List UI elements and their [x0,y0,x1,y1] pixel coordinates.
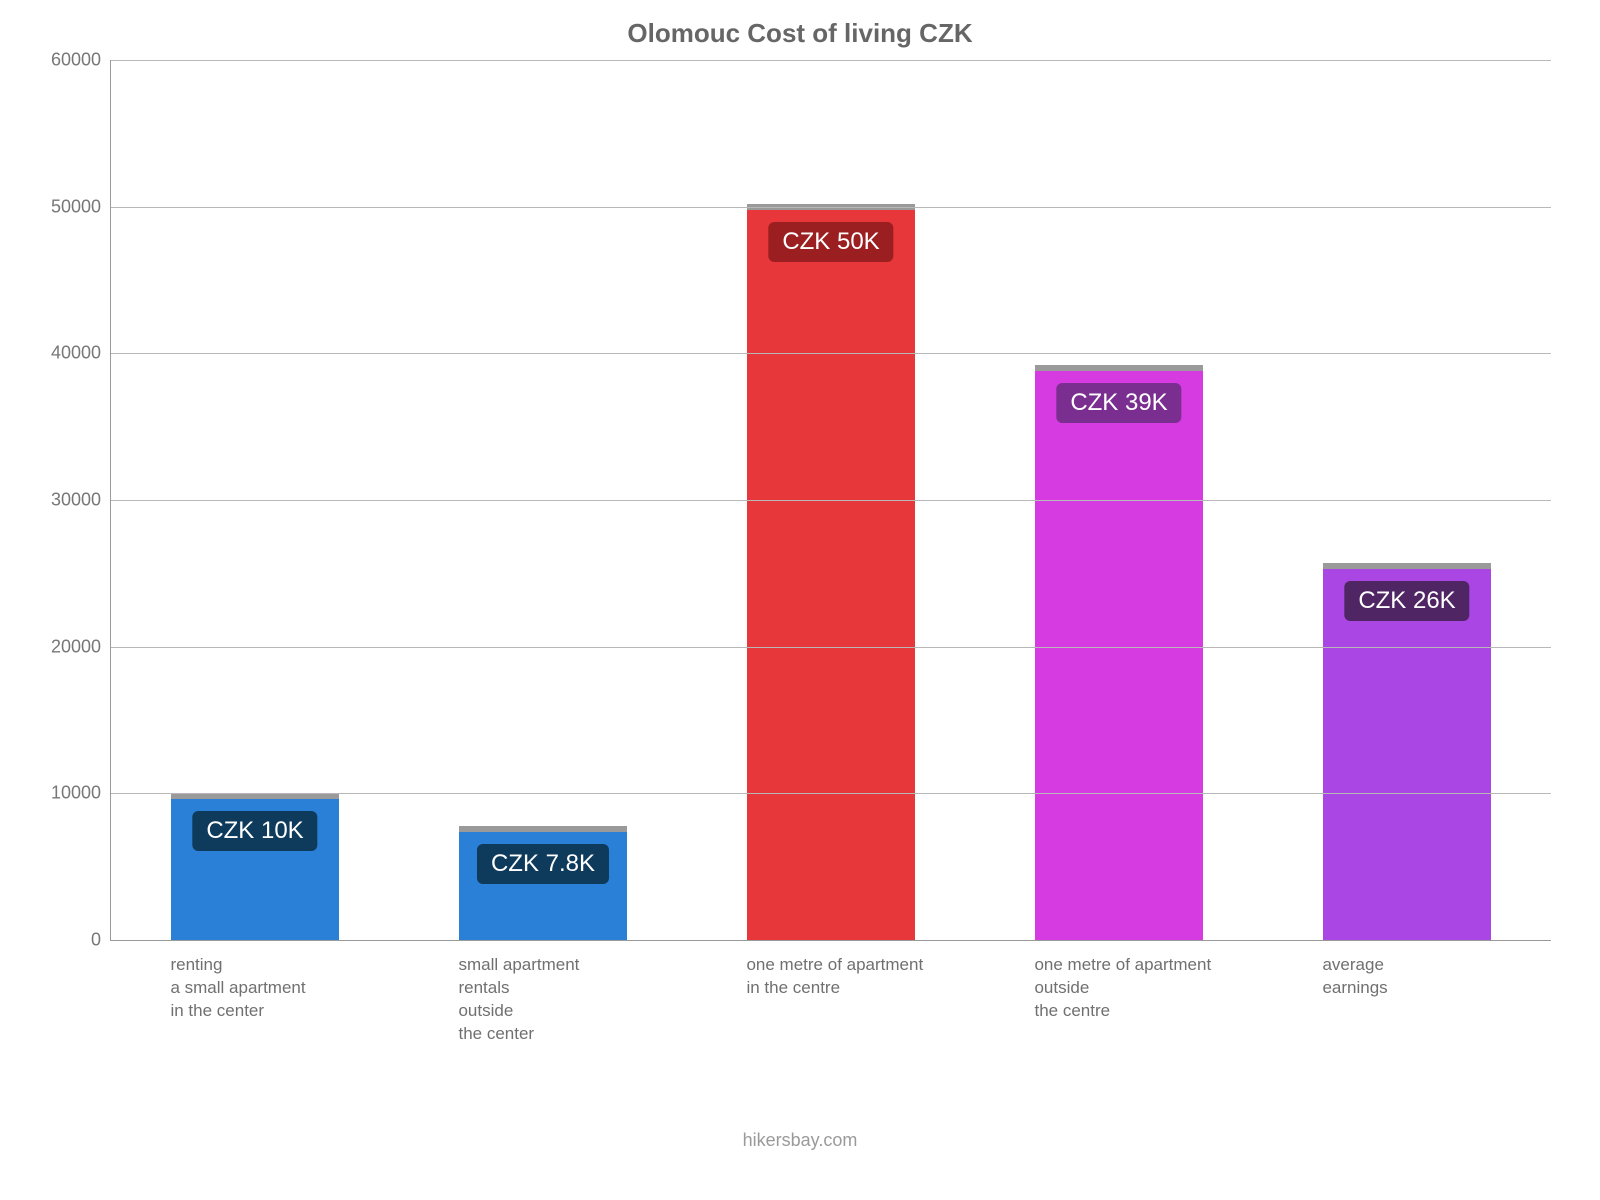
y-tick-label: 50000 [21,196,101,217]
x-axis-label: average earnings [1322,954,1596,1000]
value-badge: CZK 26K [1344,581,1469,621]
y-tick-label: 10000 [21,783,101,804]
y-tick-label: 30000 [21,490,101,511]
x-axis-label: renting a small apartment in the center [170,954,444,1023]
y-tick-label: 0 [21,930,101,951]
y-tick-label: 40000 [21,343,101,364]
gridline [111,647,1551,648]
attribution: hikersbay.com [0,1130,1600,1151]
value-badge: CZK 39K [1056,383,1181,423]
bar-top-edge [459,826,626,832]
x-axis-labels: renting a small apartment in the centers… [110,954,1550,1114]
x-axis-label: one metre of apartment in the centre [746,954,1020,1000]
bar-top-edge [1035,365,1202,371]
x-axis-label: small apartment rentals outside the cent… [458,954,732,1046]
gridline [111,207,1551,208]
plot-area: CZK 10KCZK 7.8KCZK 50KCZK 39KCZK 26K 010… [110,60,1551,941]
bar-top-edge [1323,563,1490,569]
gridline [111,60,1551,61]
value-badge: CZK 50K [768,222,893,262]
cost-of-living-chart: Olomouc Cost of living CZK CZK 10K CZK 7.… [0,0,1600,1200]
gridline [111,793,1551,794]
value-badge: CZK 10K [192,811,317,851]
value-badge: CZK 7.8K [477,844,609,884]
gridline [111,500,1551,501]
chart-title: Olomouc Cost of living CZK [0,18,1600,49]
x-axis-label: one metre of apartment outside the centr… [1034,954,1308,1023]
bar [747,204,914,940]
y-tick-label: 60000 [21,50,101,71]
y-tick-label: 20000 [21,636,101,657]
bar [1035,365,1202,940]
gridline [111,353,1551,354]
